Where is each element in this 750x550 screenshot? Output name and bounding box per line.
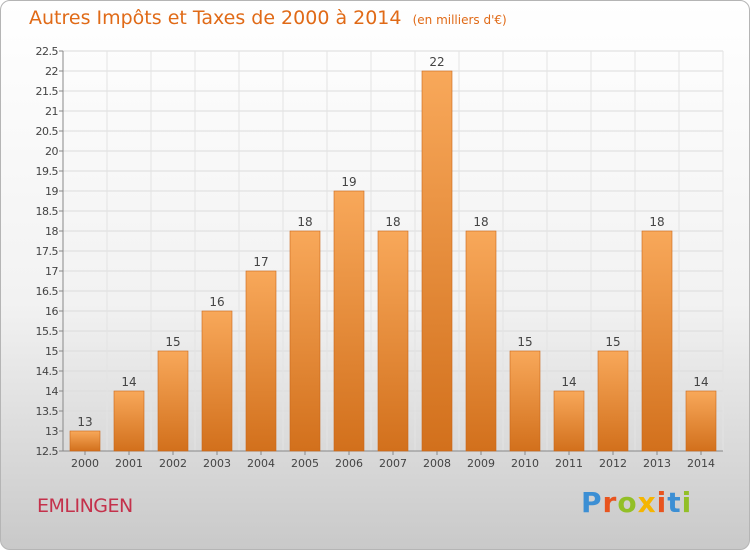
x-tick-label: 2005 [291, 457, 319, 470]
data-label: 17 [253, 255, 268, 269]
x-tick-label: 2012 [599, 457, 627, 470]
y-tick-label: 20 [45, 145, 58, 158]
data-label: 18 [473, 215, 488, 229]
y-tick-label: 19 [45, 185, 58, 198]
data-label: 14 [121, 375, 136, 389]
y-tick-label: 17.5 [36, 245, 59, 258]
commune-name: EMLINGEN [37, 495, 133, 517]
bar [421, 70, 453, 452]
y-tick-label: 15.5 [36, 325, 59, 338]
bar [113, 390, 145, 452]
bar [333, 190, 365, 452]
x-tick-label: 2014 [687, 457, 715, 470]
logo-letter: P [581, 486, 603, 519]
data-label: 19 [341, 175, 356, 189]
y-tick-label: 21 [45, 105, 58, 118]
logo-letter: i [656, 486, 668, 519]
proxiti-logo[interactable]: Proxiti [581, 486, 692, 519]
y-tick-label: 16 [45, 305, 58, 318]
bar [157, 350, 189, 452]
bar [597, 350, 629, 452]
y-tick-label: 20.5 [36, 125, 59, 138]
y-tick-label: 16.5 [36, 285, 59, 298]
bar [509, 350, 541, 452]
bar [289, 230, 321, 452]
data-label: 22 [429, 55, 444, 69]
y-tick-label: 14 [45, 385, 58, 398]
x-tick-label: 2000 [71, 457, 99, 470]
y-tick-label: 12.5 [36, 445, 59, 458]
y-tick-label: 18 [45, 225, 58, 238]
logo-letter: x [637, 486, 657, 519]
y-tick-label: 13.5 [36, 405, 59, 418]
chart-title: Autres Impôts et Taxes de 2000 à 2014 (e… [29, 7, 507, 29]
bar [201, 310, 233, 452]
y-tick-label: 15 [45, 345, 58, 358]
x-tick-label: 2007 [379, 457, 407, 470]
x-tick-label: 2010 [511, 457, 539, 470]
bar [553, 390, 585, 452]
logo-letter: r [602, 486, 618, 519]
y-tick-label: 13 [45, 425, 58, 438]
data-label: 18 [385, 215, 400, 229]
x-tick-label: 2013 [643, 457, 671, 470]
x-tick-label: 2009 [467, 457, 495, 470]
units-text: (en milliers d'€) [412, 13, 507, 27]
data-label: 15 [517, 335, 532, 349]
data-label: 15 [605, 335, 620, 349]
y-tick-label: 17 [45, 265, 58, 278]
y-tick-label: 18.5 [36, 205, 59, 218]
x-tick-label: 2001 [115, 457, 143, 470]
bar [245, 270, 277, 452]
y-tick-label: 14.5 [36, 365, 59, 378]
data-label: 14 [693, 375, 708, 389]
data-label: 16 [209, 295, 224, 309]
logo-letter: t [667, 486, 682, 519]
y-tick-label: 21.5 [36, 85, 59, 98]
bar [641, 230, 673, 452]
x-tick-label: 2006 [335, 457, 363, 470]
data-label: 15 [165, 335, 180, 349]
logo-letter: i [681, 486, 693, 519]
x-tick-label: 2003 [203, 457, 231, 470]
bar [69, 430, 101, 452]
data-label: 14 [561, 375, 576, 389]
bar [465, 230, 497, 452]
y-tick-label: 19.5 [36, 165, 59, 178]
bar [685, 390, 717, 452]
data-label: 18 [297, 215, 312, 229]
data-label: 13 [77, 415, 92, 429]
title-text: Autres Impôts et Taxes de 2000 à 2014 [29, 7, 402, 29]
bars [69, 70, 717, 452]
x-tick-label: 2011 [555, 457, 583, 470]
x-tick-label: 2002 [159, 457, 187, 470]
logo-letter: o [617, 486, 638, 519]
x-tick-label: 2008 [423, 457, 451, 470]
y-tick-label: 22.5 [36, 45, 59, 58]
labels: 12.5 13 13.5 14 14.5 15 15.5 16 16.5 17 17.5 18 18.5… [36, 45, 716, 470]
data-label: 18 [649, 215, 664, 229]
x-tick-label: 2004 [247, 457, 275, 470]
y-tick-label: 22 [45, 65, 58, 78]
bar [377, 230, 409, 452]
